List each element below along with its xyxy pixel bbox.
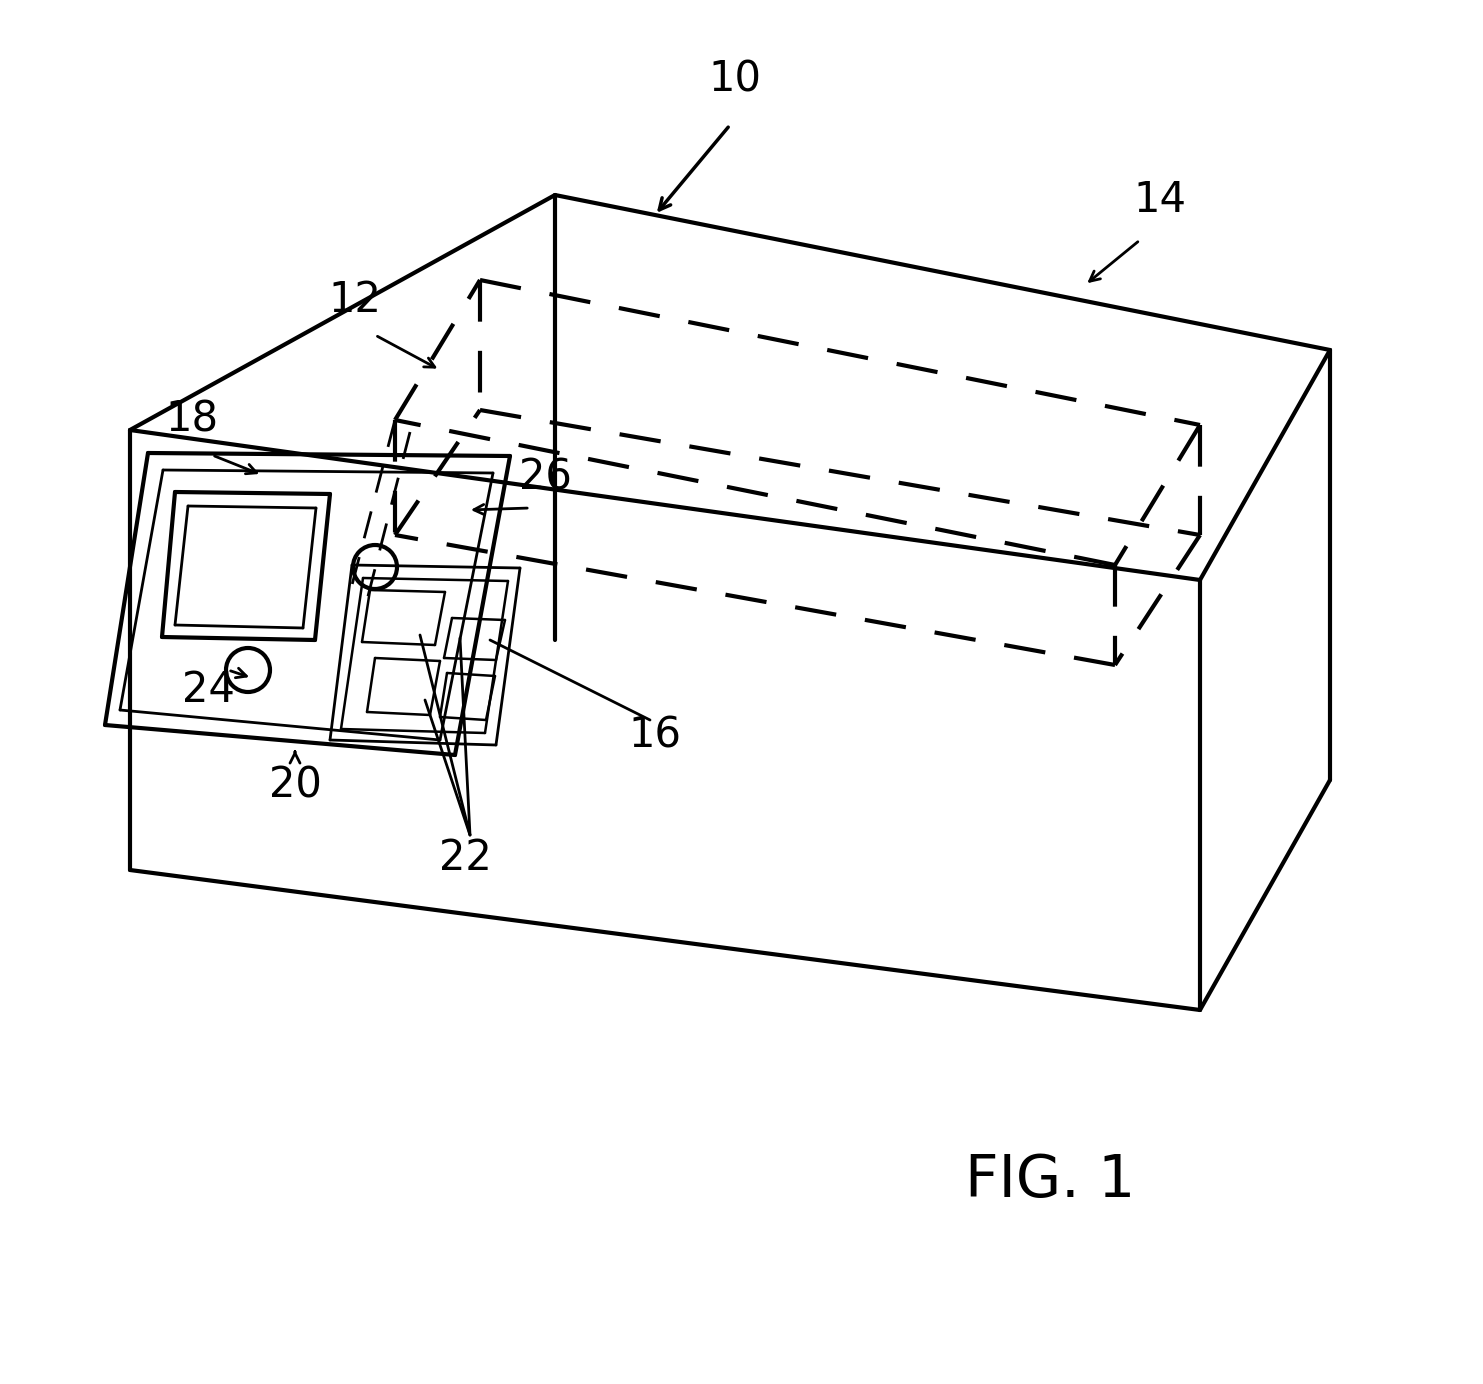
- Text: 12: 12: [329, 280, 381, 321]
- Text: 24: 24: [181, 668, 234, 711]
- Text: 14: 14: [1133, 179, 1186, 221]
- Text: 10: 10: [709, 60, 761, 101]
- Text: 22: 22: [439, 837, 491, 879]
- Text: 20: 20: [268, 764, 322, 805]
- Text: 16: 16: [629, 714, 682, 756]
- Text: 26: 26: [519, 457, 571, 500]
- Text: FIG. 1: FIG. 1: [965, 1151, 1134, 1208]
- Text: 18: 18: [166, 399, 218, 441]
